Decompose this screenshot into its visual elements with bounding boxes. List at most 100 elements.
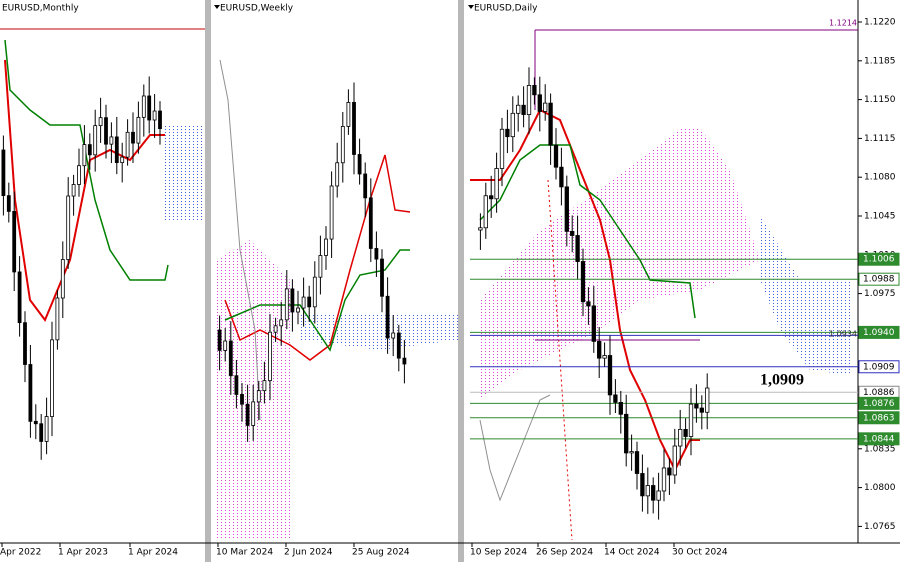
chikou-line [219, 59, 261, 421]
candle-body [340, 126, 345, 164]
candle-body [17, 271, 22, 324]
level-label: 1.0940 [863, 328, 895, 338]
candle-body [12, 211, 17, 273]
candle-body [645, 485, 650, 497]
candle-body [613, 394, 618, 403]
candle-body [120, 156, 125, 164]
candle-body [82, 144, 87, 167]
candle-body [634, 451, 640, 474]
candle-body [104, 117, 108, 145]
candle-body [312, 276, 317, 308]
candle-body [114, 136, 119, 164]
time-label: 2 Jun 2024 [284, 548, 333, 558]
candle-body [60, 259, 65, 299]
time-label: 1 Apr 2024 [128, 548, 178, 558]
candle-body [228, 340, 233, 377]
time-label: 14 Oct 2024 [604, 548, 660, 558]
time-label: Apr 2022 [0, 548, 41, 558]
candle-body [256, 390, 261, 403]
candle-body [158, 110, 162, 130]
level-badge [858, 360, 900, 374]
candle-body [656, 490, 661, 501]
candle-body [23, 322, 27, 365]
candle-body [28, 364, 33, 422]
candle-body [66, 195, 71, 260]
candle-body [324, 238, 328, 256]
candle-body [602, 355, 607, 359]
level-label: 1.0988 [863, 275, 895, 285]
candle-body [640, 473, 645, 497]
candle-body [559, 166, 564, 188]
candle-body [284, 288, 289, 321]
chart-title: EURUSD,Monthly [2, 4, 79, 14]
candle-body [141, 95, 146, 118]
candle-body [575, 235, 580, 262]
candle-body [245, 403, 250, 426]
dropdown-icon[interactable] [468, 5, 474, 9]
candle-body [335, 162, 340, 187]
candle-body [629, 451, 634, 454]
candle-body [678, 428, 683, 447]
candle-body [570, 230, 575, 236]
price-label: 1.0765 [864, 522, 896, 532]
level-label: 1.0844 [863, 434, 895, 444]
candle-body [489, 195, 494, 200]
tenkan-line [470, 108, 700, 473]
candle-body [396, 332, 401, 359]
level-label: 1.0876 [863, 399, 895, 409]
candle-body [50, 339, 54, 417]
candle-body [77, 165, 81, 185]
price-label: 1.1220 [864, 18, 896, 28]
candle-body [136, 116, 141, 144]
candle-body [98, 117, 103, 127]
candle-body [152, 110, 157, 121]
candle-body [548, 102, 553, 146]
time-label: 25 Aug 2024 [352, 548, 410, 558]
candle-body [521, 104, 526, 115]
time-label: 26 Sep 2024 [536, 548, 593, 558]
tenkan-line [4, 59, 165, 322]
ichimoku-cloud [165, 125, 205, 220]
candle-body [318, 255, 323, 278]
panel-separator [205, 0, 211, 562]
candle-body [44, 416, 49, 442]
candle-body [71, 184, 76, 197]
candle-body [290, 288, 295, 313]
kijun-line [224, 249, 410, 352]
candle-body [357, 154, 362, 175]
candle-body [301, 296, 306, 309]
price-label: 1.0975 [864, 289, 896, 299]
line-label: 1.0934 [829, 330, 857, 339]
candle-body [39, 423, 44, 442]
candle-body [505, 128, 510, 138]
price-label: 1.1045 [864, 212, 896, 222]
candle-body [667, 467, 672, 476]
candle-body [307, 296, 312, 308]
candle-body [402, 357, 407, 365]
candle-body [380, 258, 384, 297]
tenkan-line [224, 154, 411, 361]
time-label: 10 Sep 2024 [470, 548, 527, 558]
candle-body [273, 325, 278, 333]
candle-body [651, 485, 656, 501]
candle-body [131, 131, 135, 144]
candle-body [55, 297, 60, 341]
kijun-line [4, 39, 169, 281]
candle-body [385, 295, 390, 339]
candle-body [1, 149, 6, 197]
dropdown-icon[interactable] [214, 5, 220, 9]
candle-body [109, 136, 114, 145]
price-label: 1.1185 [864, 56, 896, 66]
candle-body [251, 401, 256, 426]
candle-body [494, 168, 499, 200]
line-label: 1.1214 [829, 19, 857, 28]
candle-body [346, 102, 351, 127]
chikou-line [479, 394, 551, 502]
candle-body [624, 413, 629, 454]
candle-body [580, 261, 586, 303]
candle-body [537, 94, 542, 112]
candle-body [478, 227, 483, 231]
candle-body [597, 340, 602, 359]
candle-body [516, 104, 521, 114]
candle-body [510, 112, 515, 138]
